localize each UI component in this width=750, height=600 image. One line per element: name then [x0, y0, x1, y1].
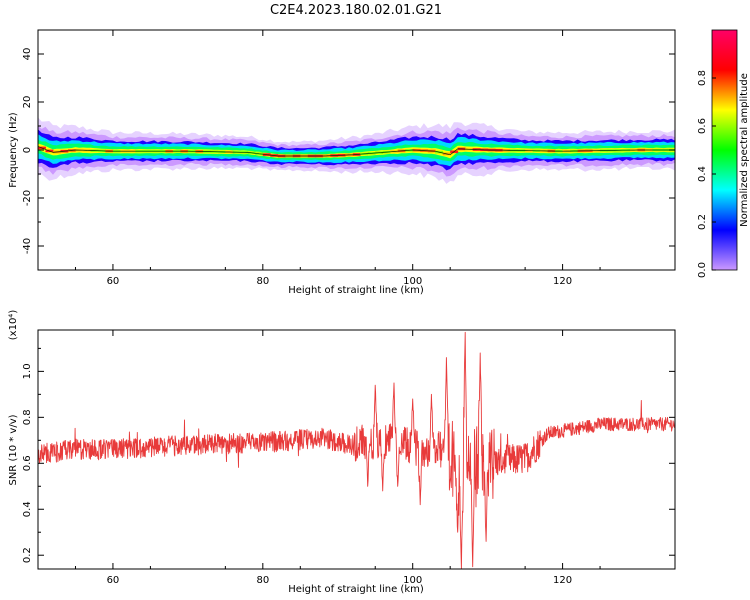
colorbar-tick-label: 0.2: [697, 214, 708, 230]
chart-title: C2E4.2023.180.02.01.G21: [270, 3, 442, 18]
spectrogram-xtick-label: 80: [256, 276, 269, 287]
snr-ytick-label: 1.0: [22, 363, 33, 379]
colorbar-ticks: 0.0 0.2 0.4 0.6 0.8: [697, 70, 716, 278]
snr-xtick-label: 120: [553, 575, 572, 586]
colorbar-label: Normalized spectral amplitude: [739, 73, 750, 227]
snr-xtick-label: 60: [107, 575, 120, 586]
spectrogram-xtick-label: 60: [107, 276, 120, 287]
spectrogram-marks: [38, 117, 675, 184]
spectrogram-ytick-label: -40: [22, 238, 33, 254]
spectrogram-band-green: [38, 139, 675, 162]
colorbar-tick-label: 0.4: [697, 166, 708, 182]
spectrogram-xtick-label: 100: [403, 276, 422, 287]
snr-ticks: 60 80 100 120 0.2 0.4 0.6 0.8 1.0: [22, 330, 676, 586]
snr-ylabel: SNR (10 * v/v): [8, 414, 19, 485]
spectrogram-ytick-label: 40: [22, 48, 33, 61]
spectrogram-ylabel: Frequency (Hz): [8, 112, 19, 188]
snr-ytick-label: 0.8: [22, 409, 33, 425]
colorbar: 0.0 0.2 0.4 0.6 0.8 Normalized spectral ampl…: [697, 29, 750, 278]
snr-ytick-label: 0.4: [22, 501, 33, 517]
spectrogram-panel: 60 80 100 120 40 20 0 -20 -40 Height of straight…: [8, 29, 676, 296]
snr-panel: 60 80 100 120 0.2 0.4 0.6 0.8 1.0 Height of stra…: [8, 310, 676, 595]
snr-xtick-label: 80: [256, 575, 269, 586]
snr-scale-label: (x10⁴): [8, 310, 19, 341]
spectrogram-xtick-label: 120: [553, 276, 572, 287]
colorbar-frame: [711, 29, 738, 271]
snr-series-line: [38, 331, 675, 569]
colorbar-tick-label: 0.6: [697, 118, 708, 134]
spectrogram-xlabel: Height of straight line (km): [288, 285, 424, 296]
spectrogram-ytick-label: -20: [22, 190, 33, 206]
snr-frame: [37, 329, 676, 570]
colorbar-gradient: [712, 30, 737, 270]
spectrogram-ytick-label: 0: [22, 147, 33, 153]
colorbar-tick-label: 0.0: [697, 262, 708, 278]
spectrogram-ticks: 60 80 100 120 40 20 0 -20 -40: [22, 29, 676, 287]
snr-ytick-label: 0.6: [22, 455, 33, 471]
spectrogram-center-trace: [38, 146, 675, 157]
spectrogram-ytick-label: 20: [22, 96, 33, 109]
colorbar-tick-label: 0.8: [697, 70, 708, 86]
snr-xtick-label: 100: [403, 575, 422, 586]
snr-xlabel: Height of straight line (km): [288, 584, 424, 595]
snr-ytick-label: 0.2: [22, 547, 33, 563]
